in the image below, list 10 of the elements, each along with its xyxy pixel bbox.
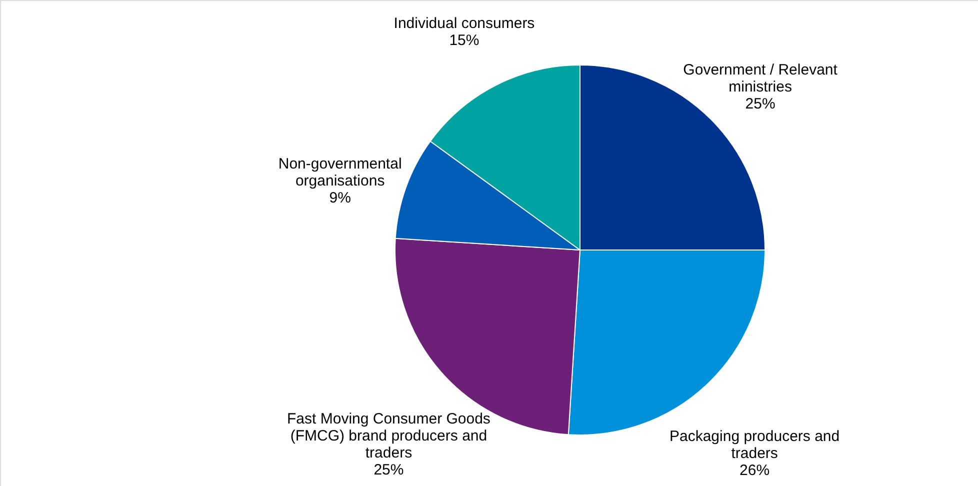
slice-label: Government / Relevant ministries [683, 62, 838, 96]
slice-label: Non-governmental organisations [278, 156, 402, 190]
slice-label: Fast Moving Consumer Goods (FMCG) brand producers and traders [287, 410, 490, 462]
slice-label: Packaging producers and traders [669, 428, 840, 462]
data-label: 9% [329, 190, 351, 207]
data-label: 25% [374, 462, 404, 479]
data-label: 26% [740, 462, 770, 479]
slice-label: Individual consumers [394, 14, 535, 32]
data-label: 15% [449, 32, 480, 49]
data-label: 25% [745, 96, 776, 113]
